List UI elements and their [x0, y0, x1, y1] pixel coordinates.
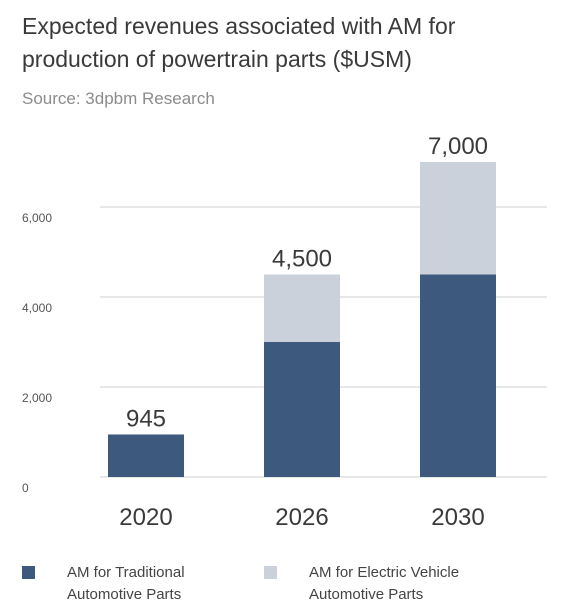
bar-traditional	[264, 342, 340, 477]
x-tick-label: 2020	[119, 504, 172, 531]
legend-swatch-ev	[264, 566, 277, 579]
x-tick-label: 2026	[275, 504, 328, 531]
bar-total-label: 4,500	[272, 246, 332, 273]
legend-label-traditional-line1: AM for Traditional	[67, 564, 185, 581]
legend-label-ev-line2: Automotive Parts	[309, 586, 424, 603]
stacked-bar-chart: 0 2,000 4,000 6,000 945 2020 4,500 2026 7,000 203…	[22, 133, 547, 531]
y-tick-label: 4,000	[22, 301, 52, 315]
bar-ev	[420, 162, 496, 275]
legend-label-ev-line1: AM for Electric Vehicle	[309, 564, 460, 581]
legend-label-traditional-line2: Automotive Parts	[67, 586, 182, 603]
bar-total-label: 7,000	[428, 133, 488, 160]
bar-total-label: 945	[126, 405, 166, 432]
y-tick-label: 0	[22, 481, 29, 495]
y-tick-label: 2,000	[22, 391, 52, 405]
bar-traditional	[108, 434, 184, 477]
bar-traditional	[420, 274, 496, 477]
chart-subtitle: Source: 3dpbm Research	[22, 89, 215, 108]
bar-ev	[264, 274, 340, 342]
x-tick-label: 2030	[431, 504, 484, 531]
legend-swatch-traditional	[22, 566, 35, 579]
chart-title: Expected revenues associated with AM for…	[22, 13, 456, 72]
y-tick-label: 6,000	[22, 211, 52, 225]
